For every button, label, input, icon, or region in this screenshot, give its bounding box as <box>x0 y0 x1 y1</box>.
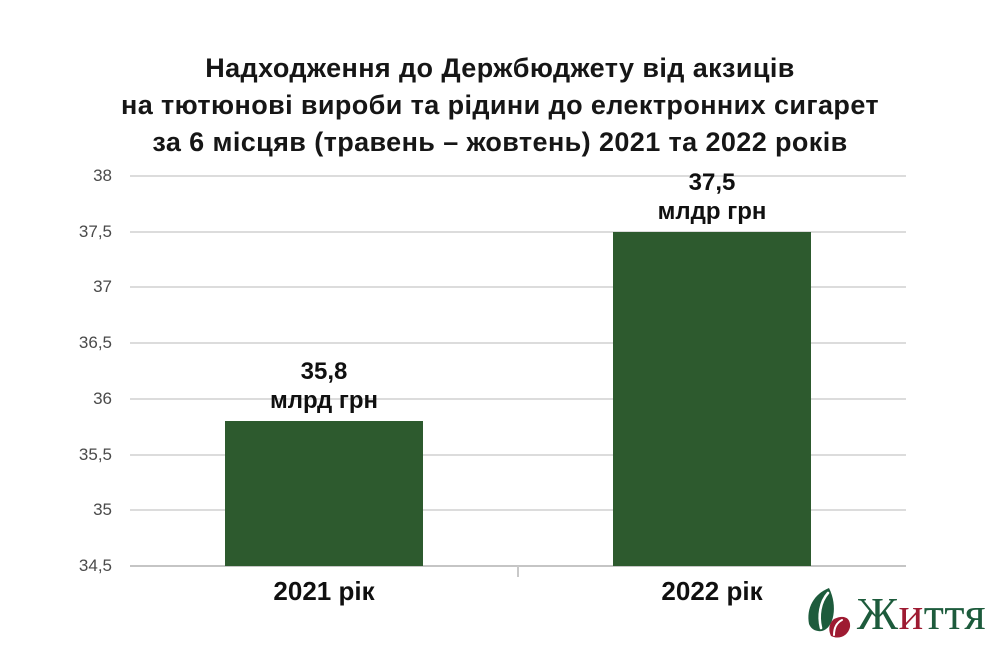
y-axis-tick-label: 37,5 <box>78 221 112 241</box>
x-axis-label: 2021 рік <box>273 576 375 606</box>
bar-value-line: 35,8 <box>300 358 348 386</box>
logo-wordmark: Життя <box>857 591 986 637</box>
bar-value-line: млдр грн <box>657 197 767 225</box>
logo-letter-y: и <box>898 588 924 639</box>
chart-title: Надходження до Держбюджету від акзиців н… <box>0 50 1000 161</box>
y-axis-tick-label: 35 <box>93 500 112 520</box>
y-axis-tick-label: 38 <box>93 166 112 185</box>
bar-value-label: 37,5 млдр грн <box>562 168 862 226</box>
y-axis-tick-label: 35,5 <box>78 444 112 464</box>
chart-title-line1: Надходження до Держбюджету від акзиців <box>205 53 795 83</box>
y-axis-tick-label: 36,5 <box>78 333 112 353</box>
gridline <box>130 509 906 512</box>
logo: Життя <box>804 586 986 642</box>
gridline <box>130 453 906 456</box>
gridline <box>130 175 906 177</box>
y-axis-tick-label: 36 <box>93 388 112 408</box>
leaf-icon <box>808 588 850 638</box>
bar-value-label: 35,8 млрд грн <box>174 357 474 415</box>
y-axis-tick-label: 34,5 <box>78 556 112 575</box>
chart-title-line3: за 6 місцяв (травень – жовтень) 2021 та … <box>152 127 848 157</box>
bar-value-line: 37,5 <box>688 168 736 196</box>
gridline <box>130 230 906 233</box>
chart-title-line2: на тютюнові вироби та рідини до електрон… <box>120 90 880 120</box>
x-axis-tick <box>517 566 519 577</box>
bar-2021 <box>225 421 423 566</box>
y-axis-tick-label: 37 <box>93 277 112 297</box>
bar-2022 <box>613 231 811 566</box>
bar-value-line: млрд грн <box>269 387 379 415</box>
x-axis-label: 2022 рік <box>661 576 763 606</box>
logo-letter-zh: Ж <box>856 588 899 639</box>
gridline <box>130 397 906 400</box>
gridline <box>130 342 906 345</box>
gridline <box>130 286 906 289</box>
logo-letters-rest: ття <box>923 588 986 639</box>
